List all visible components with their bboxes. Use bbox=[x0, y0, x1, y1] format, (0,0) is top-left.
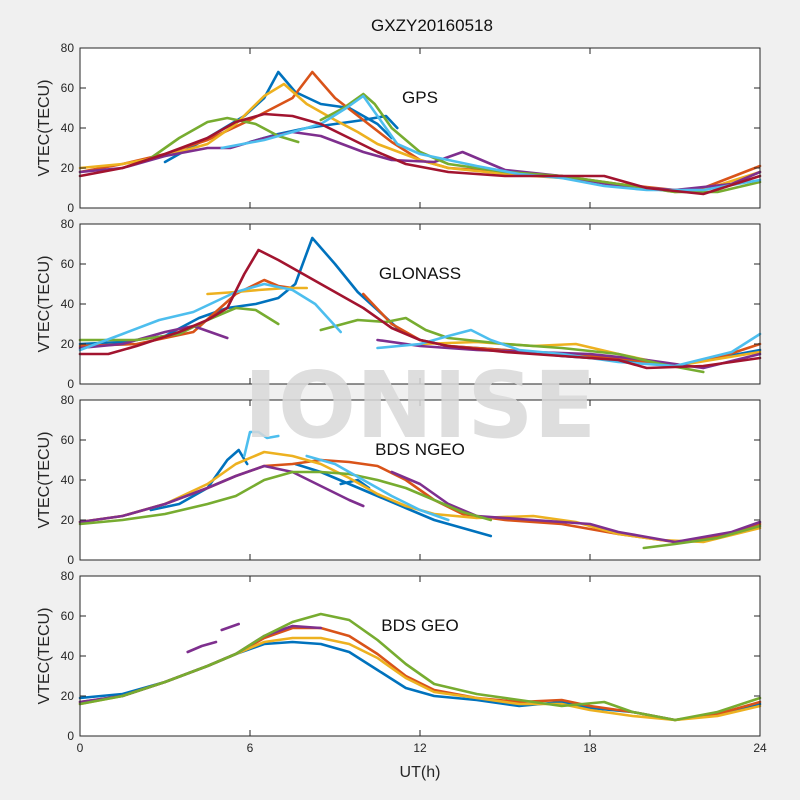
series-group bbox=[78, 612, 762, 722]
panel-2: 0 20 40 60 80 VTEC(TECU) GLONASS bbox=[36, 217, 762, 391]
y-tick-label: 0 bbox=[67, 201, 74, 215]
panel-4: 0 20 40 60 80 0 6 12 18 24 VTEC(TECU) BDS GEO UT(h) bbox=[36, 569, 767, 781]
y-tick-label: 80 bbox=[61, 569, 75, 583]
series-line-6 bbox=[78, 324, 229, 350]
watermark: IONISE bbox=[244, 352, 597, 459]
y-axis-label: VTEC(TECU) bbox=[36, 256, 53, 353]
y-tick-label: 40 bbox=[61, 121, 75, 135]
y-tick-label: 0 bbox=[67, 377, 74, 391]
series-group bbox=[78, 430, 762, 550]
series-line-5 bbox=[78, 450, 762, 544]
y-tick-label: 80 bbox=[61, 41, 75, 55]
series-line-6 bbox=[220, 622, 240, 632]
panel-title: GPS bbox=[402, 88, 438, 107]
series-group bbox=[78, 236, 762, 374]
plot-area bbox=[80, 576, 760, 736]
x-axis-label: UT(h) bbox=[400, 764, 441, 781]
y-tick-label: 20 bbox=[61, 513, 75, 527]
series-line-4 bbox=[206, 286, 308, 296]
series-line-7 bbox=[390, 470, 762, 544]
series-line-6 bbox=[78, 464, 365, 524]
panel-3: 0 20 40 60 80 VTEC(TECU) BDS NGEO bbox=[36, 393, 762, 567]
series-line-9 bbox=[642, 524, 762, 550]
y-axis-label: VTEC(TECU) bbox=[36, 80, 53, 177]
panel-1: 0 20 40 60 80 VTEC(TECU) GPS bbox=[36, 41, 762, 215]
series-line-8 bbox=[220, 94, 762, 192]
plot-area bbox=[80, 224, 760, 384]
series-line-12 bbox=[78, 248, 762, 370]
panel-title: GLONASS bbox=[379, 264, 461, 283]
y-tick-label: 0 bbox=[67, 729, 74, 743]
series-line-10 bbox=[243, 430, 280, 458]
series-line-5 bbox=[78, 130, 762, 192]
x-tick-label: 0 bbox=[77, 741, 84, 755]
y-axis-label: VTEC(TECU) bbox=[36, 608, 53, 705]
series-line-8 bbox=[78, 470, 493, 526]
plot-area bbox=[80, 400, 760, 560]
series-line-2 bbox=[294, 462, 493, 538]
series-line-9 bbox=[319, 316, 705, 374]
y-tick-label: 60 bbox=[61, 433, 75, 447]
series-line-7 bbox=[78, 612, 762, 722]
y-tick-label: 80 bbox=[61, 393, 75, 407]
y-tick-label: 60 bbox=[61, 257, 75, 271]
y-tick-label: 40 bbox=[61, 297, 75, 311]
y-tick-label: 60 bbox=[61, 609, 75, 623]
y-tick-label: 20 bbox=[61, 337, 75, 351]
series-line-1 bbox=[149, 448, 249, 512]
x-tick-label: 6 bbox=[247, 741, 254, 755]
y-tick-label: 80 bbox=[61, 217, 75, 231]
series-line-11 bbox=[305, 454, 450, 522]
panel-title: BDS GEO bbox=[381, 616, 458, 635]
series-line-3 bbox=[339, 478, 371, 490]
y-tick-label: 20 bbox=[61, 689, 75, 703]
y-tick-label: 40 bbox=[61, 473, 75, 487]
panel-title: BDS NGEO bbox=[375, 440, 465, 459]
series-line-11 bbox=[376, 328, 762, 368]
plot-area bbox=[80, 48, 760, 208]
y-tick-label: 0 bbox=[67, 553, 74, 567]
series-line-9 bbox=[78, 112, 762, 196]
x-tick-label: 12 bbox=[413, 741, 427, 755]
y-tick-label: 20 bbox=[61, 161, 75, 175]
y-tick-label: 40 bbox=[61, 649, 75, 663]
figure-title: GXZY20160518 bbox=[371, 16, 493, 35]
y-tick-label: 60 bbox=[61, 81, 75, 95]
x-tick-label: 18 bbox=[583, 741, 597, 755]
series-line-5 bbox=[186, 640, 218, 654]
y-axis-label: VTEC(TECU) bbox=[36, 432, 53, 529]
x-tick-label: 24 bbox=[753, 741, 767, 755]
series-group bbox=[78, 70, 762, 196]
